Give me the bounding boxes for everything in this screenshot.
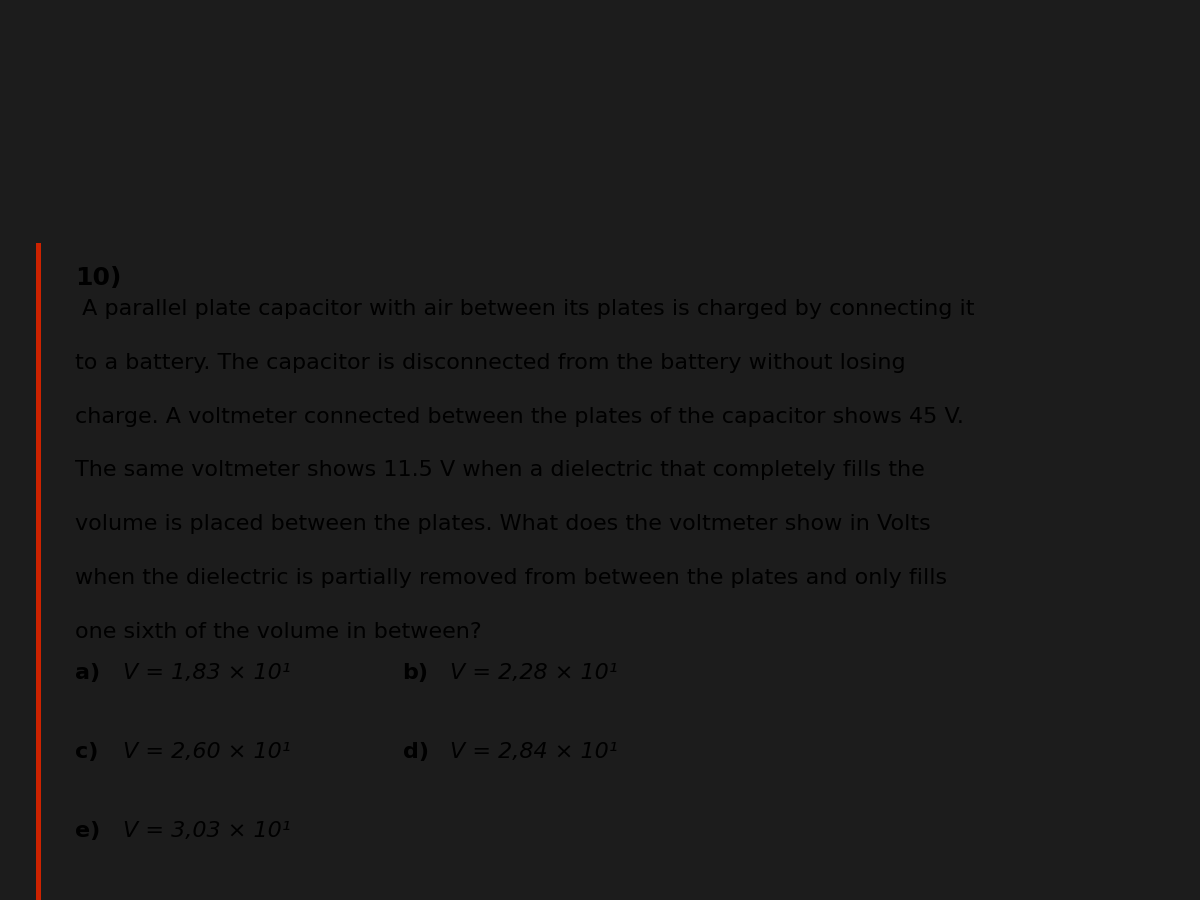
Text: a): a)	[76, 663, 101, 683]
Text: V = 3,03 × 10¹: V = 3,03 × 10¹	[122, 821, 290, 842]
Text: volume is placed between the plates. What does the voltmeter show in Volts: volume is placed between the plates. Wha…	[76, 514, 931, 535]
Text: The same voltmeter shows 11.5 V when a dielectric that completely fills the: The same voltmeter shows 11.5 V when a d…	[76, 461, 925, 481]
Bar	[36, 243, 41, 900]
Text: V = 2,60 × 10¹: V = 2,60 × 10¹	[122, 742, 290, 762]
Text: b): b)	[403, 663, 428, 683]
Text: to a battery. The capacitor is disconnected from the battery without losing: to a battery. The capacitor is disconnec…	[76, 353, 906, 373]
Text: one sixth of the volume in between?: one sixth of the volume in between?	[76, 622, 482, 642]
Text: 10): 10)	[76, 266, 122, 290]
Text: when the dielectric is partially removed from between the plates and only fills: when the dielectric is partially removed…	[76, 568, 948, 589]
Text: e): e)	[76, 821, 101, 842]
Text: V = 1,83 × 10¹: V = 1,83 × 10¹	[122, 663, 290, 683]
Text: A parallel plate capacitor with air between its plates is charged by connecting : A parallel plate capacitor with air betw…	[76, 299, 974, 319]
Text: d): d)	[403, 742, 428, 762]
Text: V = 2,84 × 10¹: V = 2,84 × 10¹	[450, 742, 618, 762]
Text: c): c)	[76, 742, 98, 762]
Text: V = 2,28 × 10¹: V = 2,28 × 10¹	[450, 663, 618, 683]
Text: charge. A voltmeter connected between the plates of the capacitor shows 45 V.: charge. A voltmeter connected between th…	[76, 407, 965, 427]
